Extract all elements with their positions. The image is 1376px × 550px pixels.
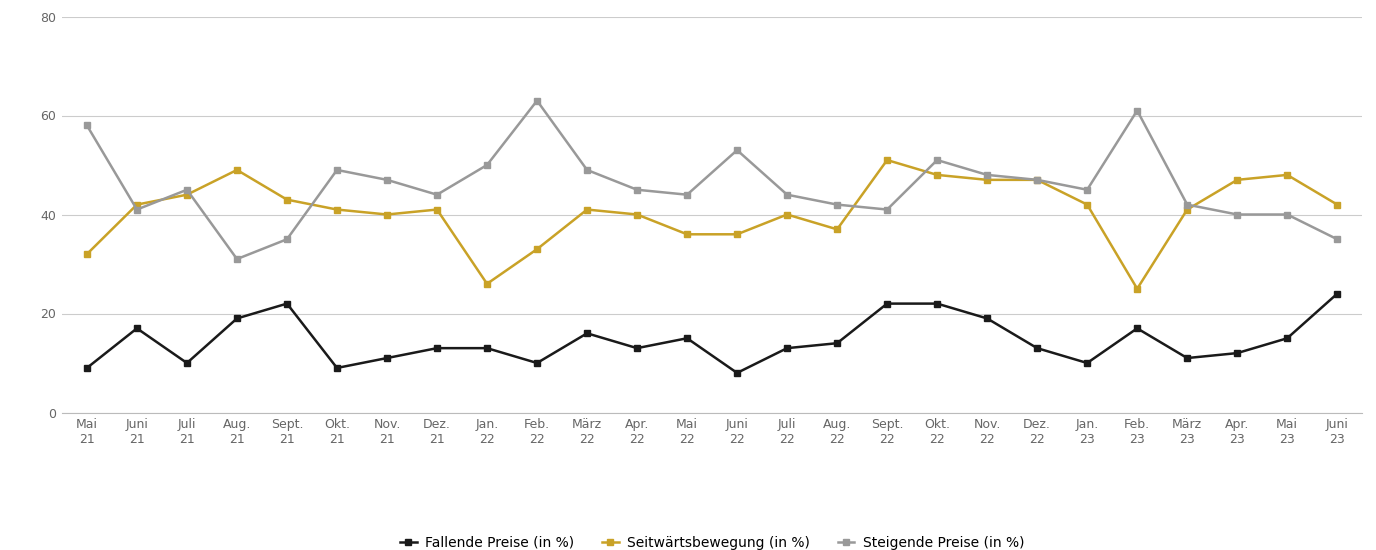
Seitwärtsbewegung (in %): [1329, 201, 1346, 208]
Fallende Preise (in %): [629, 345, 645, 351]
Seitwärtsbewegung (in %): [1229, 177, 1245, 183]
Steigende Preise (in %): [779, 191, 795, 198]
Fallende Preise (in %): [978, 315, 995, 322]
Seitwärtsbewegung (in %): [429, 206, 446, 213]
Fallende Preise (in %): [779, 345, 795, 351]
Seitwärtsbewegung (in %): [329, 206, 345, 213]
Steigende Preise (in %): [228, 256, 245, 262]
Seitwärtsbewegung (in %): [378, 211, 395, 218]
Steigende Preise (in %): [729, 147, 746, 153]
Fallende Preise (in %): [378, 355, 395, 361]
Steigende Preise (in %): [678, 191, 695, 198]
Steigende Preise (in %): [378, 177, 395, 183]
Seitwärtsbewegung (in %): [929, 172, 945, 178]
Seitwärtsbewegung (in %): [279, 196, 296, 203]
Steigende Preise (in %): [1128, 107, 1145, 114]
Seitwärtsbewegung (in %): [78, 251, 95, 257]
Fallende Preise (in %): [1229, 350, 1245, 356]
Seitwärtsbewegung (in %): [1079, 201, 1095, 208]
Steigende Preise (in %): [879, 206, 896, 213]
Seitwärtsbewegung (in %): [828, 226, 845, 233]
Fallende Preise (in %): [179, 360, 195, 366]
Seitwärtsbewegung (in %): [1128, 285, 1145, 292]
Steigende Preise (in %): [1179, 201, 1196, 208]
Steigende Preise (in %): [828, 201, 845, 208]
Fallende Preise (in %): [1278, 335, 1295, 342]
Steigende Preise (in %): [429, 191, 446, 198]
Seitwärtsbewegung (in %): [1179, 206, 1196, 213]
Steigende Preise (in %): [78, 122, 95, 129]
Steigende Preise (in %): [129, 206, 146, 213]
Steigende Preise (in %): [1229, 211, 1245, 218]
Fallende Preise (in %): [1179, 355, 1196, 361]
Steigende Preise (in %): [329, 167, 345, 173]
Fallende Preise (in %): [1128, 325, 1145, 332]
Seitwärtsbewegung (in %): [1029, 177, 1046, 183]
Fallende Preise (in %): [678, 335, 695, 342]
Steigende Preise (in %): [978, 172, 995, 178]
Steigende Preise (in %): [179, 186, 195, 193]
Seitwärtsbewegung (in %): [1278, 172, 1295, 178]
Fallende Preise (in %): [1079, 360, 1095, 366]
Seitwärtsbewegung (in %): [729, 231, 746, 238]
Fallende Preise (in %): [828, 340, 845, 346]
Fallende Preise (in %): [729, 370, 746, 376]
Seitwärtsbewegung (in %): [579, 206, 596, 213]
Fallende Preise (in %): [228, 315, 245, 322]
Fallende Preise (in %): [929, 300, 945, 307]
Fallende Preise (in %): [579, 330, 596, 337]
Steigende Preise (in %): [528, 97, 545, 104]
Seitwärtsbewegung (in %): [978, 177, 995, 183]
Seitwärtsbewegung (in %): [779, 211, 795, 218]
Steigende Preise (in %): [1079, 186, 1095, 193]
Fallende Preise (in %): [129, 325, 146, 332]
Fallende Preise (in %): [279, 300, 296, 307]
Steigende Preise (in %): [479, 162, 495, 168]
Steigende Preise (in %): [629, 186, 645, 193]
Steigende Preise (in %): [1029, 177, 1046, 183]
Seitwärtsbewegung (in %): [629, 211, 645, 218]
Fallende Preise (in %): [78, 365, 95, 371]
Seitwärtsbewegung (in %): [528, 246, 545, 252]
Seitwärtsbewegung (in %): [179, 191, 195, 198]
Fallende Preise (in %): [1329, 290, 1346, 297]
Fallende Preise (in %): [879, 300, 896, 307]
Legend: Fallende Preise (in %), Seitwärtsbewegung (in %), Steigende Preise (in %): Fallende Preise (in %), Seitwärtsbewegun…: [395, 530, 1029, 550]
Fallende Preise (in %): [329, 365, 345, 371]
Seitwärtsbewegung (in %): [678, 231, 695, 238]
Steigende Preise (in %): [579, 167, 596, 173]
Fallende Preise (in %): [429, 345, 446, 351]
Seitwärtsbewegung (in %): [228, 167, 245, 173]
Steigende Preise (in %): [1329, 236, 1346, 243]
Seitwärtsbewegung (in %): [879, 157, 896, 163]
Steigende Preise (in %): [929, 157, 945, 163]
Steigende Preise (in %): [1278, 211, 1295, 218]
Seitwärtsbewegung (in %): [479, 280, 495, 287]
Fallende Preise (in %): [528, 360, 545, 366]
Line: Fallende Preise (in %): Fallende Preise (in %): [84, 291, 1340, 376]
Fallende Preise (in %): [1029, 345, 1046, 351]
Fallende Preise (in %): [479, 345, 495, 351]
Steigende Preise (in %): [279, 236, 296, 243]
Seitwärtsbewegung (in %): [129, 201, 146, 208]
Line: Steigende Preise (in %): Steigende Preise (in %): [84, 98, 1340, 262]
Line: Seitwärtsbewegung (in %): Seitwärtsbewegung (in %): [84, 157, 1340, 292]
